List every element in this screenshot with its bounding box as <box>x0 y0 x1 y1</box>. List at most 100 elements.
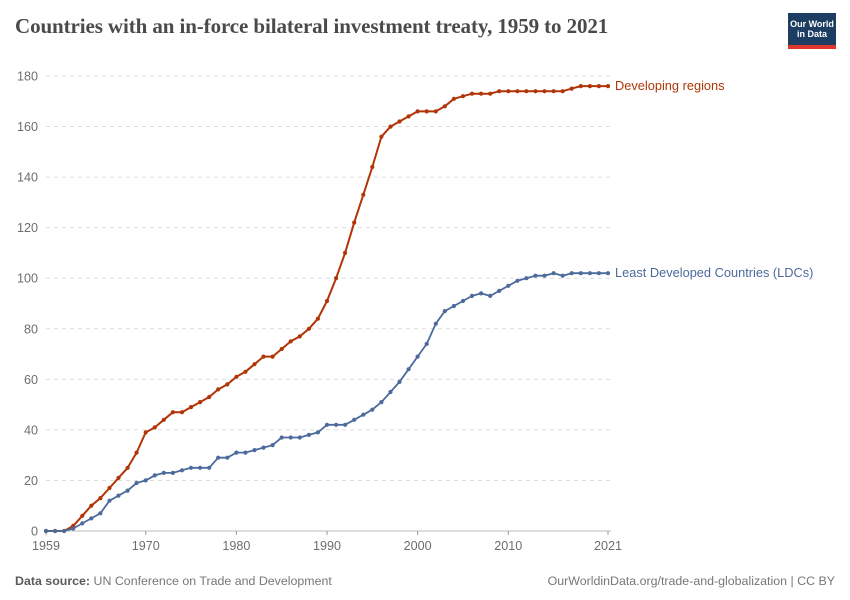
data-point-marker <box>451 96 456 101</box>
data-point-marker <box>343 250 348 255</box>
footer-credit: OurWorldinData.org/trade-and-globalizati… <box>548 574 835 588</box>
x-tick-label-2000: 2000 <box>404 539 432 553</box>
y-tick-label-20: 20 <box>24 474 38 488</box>
data-point-marker <box>605 84 611 89</box>
x-tick-label-1970: 1970 <box>132 539 160 553</box>
data-point-marker <box>560 273 565 278</box>
data-point-marker <box>515 89 520 94</box>
data-point-marker <box>179 468 185 473</box>
data-point-marker <box>288 435 293 440</box>
data-point-marker <box>179 410 185 415</box>
data-point-marker <box>460 298 466 304</box>
chart-title: Countries with an in-force bilateral inv… <box>15 14 609 38</box>
data-point-marker <box>343 422 348 427</box>
data-point-marker <box>469 91 475 96</box>
data-point-marker <box>116 475 121 480</box>
data-point-marker <box>43 528 49 534</box>
y-tick-label-0: 0 <box>31 525 38 539</box>
y-tick-label-180: 180 <box>17 70 38 84</box>
data-point-marker <box>524 276 529 281</box>
data-point-marker <box>80 513 85 518</box>
data-point-marker <box>388 124 393 129</box>
data-point-marker <box>578 271 583 276</box>
data-point-marker <box>506 283 511 288</box>
data-point-marker <box>107 498 112 503</box>
data-point-marker <box>361 412 366 417</box>
line-chart-plot: 0 20 40 60 80 100 120 140 160 180 1959 1970 1980 1990… <box>17 70 622 554</box>
owid-url-link[interactable]: OurWorldinData.org/trade-and-globalizati… <box>547 574 788 588</box>
data-point-marker <box>143 430 148 435</box>
data-point-marker <box>198 465 203 470</box>
data-point-marker <box>433 109 438 114</box>
data-point-marker <box>71 526 76 531</box>
data-point-marker <box>605 271 611 276</box>
data-point-marker <box>243 369 248 374</box>
series-line-ldc <box>46 272 608 532</box>
data-point-marker <box>560 89 565 94</box>
data-point-marker <box>315 430 320 435</box>
data-point-marker <box>442 309 447 314</box>
y-tick-label-60: 60 <box>24 373 38 387</box>
data-point-marker <box>188 465 194 470</box>
data-point-marker <box>116 493 121 498</box>
data-point-marker <box>352 220 357 225</box>
data-point-marker <box>53 528 58 534</box>
data-point-marker <box>125 488 130 493</box>
data-point-marker <box>488 293 493 298</box>
x-tick-label-1980: 1980 <box>222 539 250 553</box>
data-point-marker <box>569 271 574 276</box>
data-point-marker <box>80 521 85 526</box>
y-tick-label-120: 120 <box>17 221 38 235</box>
data-point-marker <box>424 341 429 346</box>
data-point-marker <box>225 455 230 460</box>
data-point-marker <box>442 104 447 109</box>
data-point-marker <box>469 293 475 298</box>
data-point-marker <box>379 400 384 405</box>
data-point-marker <box>188 405 194 410</box>
data-point-marker <box>451 303 456 309</box>
legend-label-developing-regions: Developing regions <box>615 78 725 94</box>
y-tick-label-140: 140 <box>17 171 38 185</box>
data-point-marker <box>89 503 94 508</box>
data-point-marker <box>98 511 103 516</box>
data-point-marker <box>542 273 547 278</box>
data-point-marker <box>225 382 230 387</box>
data-point-marker <box>524 89 529 94</box>
y-tick-label-40: 40 <box>24 423 38 437</box>
y-tick-label-100: 100 <box>17 272 38 286</box>
data-point-marker <box>261 445 266 450</box>
data-point-marker <box>270 443 275 448</box>
data-point-marker <box>361 192 366 197</box>
y-tick-label-80: 80 <box>24 322 38 336</box>
data-point-marker <box>216 455 221 460</box>
data-point-marker <box>515 278 520 283</box>
data-point-marker <box>261 354 266 359</box>
data-point-marker <box>98 496 103 501</box>
x-tick-label-2021: 2021 <box>594 539 622 553</box>
data-point-marker <box>488 91 493 96</box>
data-point-marker <box>252 362 257 367</box>
data-point-marker <box>424 109 429 114</box>
data-point-marker <box>596 84 602 89</box>
data-point-marker <box>324 422 330 427</box>
data-point-marker <box>207 465 212 470</box>
data-point-marker <box>107 485 112 491</box>
data-point-marker <box>388 389 393 395</box>
license-label: CC BY <box>797 574 835 588</box>
data-point-marker <box>306 432 311 437</box>
data-point-marker <box>415 354 420 359</box>
data-point-marker <box>170 470 175 475</box>
data-point-marker <box>379 134 384 139</box>
data-point-marker <box>352 417 357 422</box>
data-point-marker <box>406 367 411 372</box>
data-point-marker <box>506 89 511 94</box>
data-point-marker <box>596 271 602 276</box>
data-point-marker <box>397 379 402 384</box>
data-point-marker <box>370 407 375 412</box>
footer-separator: | <box>787 574 798 588</box>
data-point-marker <box>234 450 239 455</box>
data-point-marker <box>433 321 438 326</box>
data-point-marker <box>533 273 538 278</box>
data-point-marker <box>406 114 411 119</box>
owid-logo[interactable]: Our World in Data <box>788 13 836 49</box>
